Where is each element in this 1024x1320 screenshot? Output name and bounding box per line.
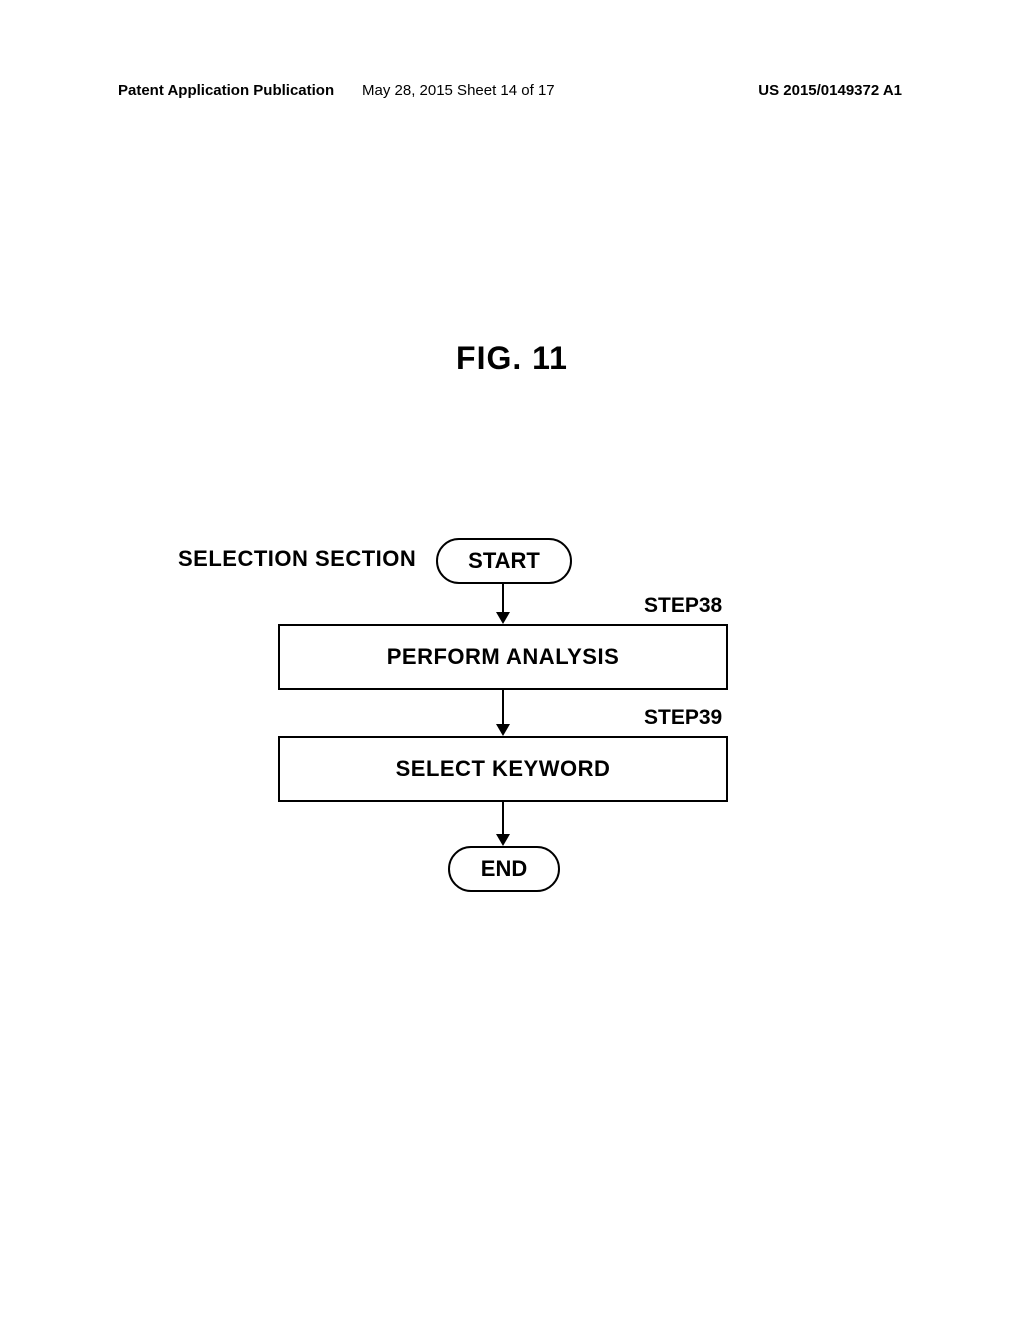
flowchart-node-start: START: [436, 538, 572, 584]
flowchart-arrow-head-2: [496, 834, 510, 846]
patent-page: Patent Application Publication May 28, 2…: [0, 0, 1024, 1320]
flowchart-arrow-head-1: [496, 724, 510, 736]
flowchart-node-end: END: [448, 846, 560, 892]
header-left-text: Patent Application Publication: [118, 82, 334, 99]
flowchart-arrow-line-0: [502, 584, 505, 612]
flowchart-arrow-line-1: [502, 690, 505, 724]
flowchart-node-step39: SELECT KEYWORD: [278, 736, 728, 802]
flowchart-step-label-step38: STEP38: [644, 594, 722, 618]
header-middle-text: May 28, 2015 Sheet 14 of 17: [362, 82, 555, 99]
flowchart-node-step38: PERFORM ANALYSIS: [278, 624, 728, 690]
flowchart-arrow-line-2: [502, 802, 505, 834]
figure-title: FIG. 11: [0, 340, 1024, 377]
header-right-text: US 2015/0149372 A1: [758, 82, 902, 99]
flowchart-step-label-step39: STEP39: [644, 706, 722, 730]
flowchart-arrow-head-0: [496, 612, 510, 624]
section-label: SELECTION SECTION: [178, 546, 416, 572]
